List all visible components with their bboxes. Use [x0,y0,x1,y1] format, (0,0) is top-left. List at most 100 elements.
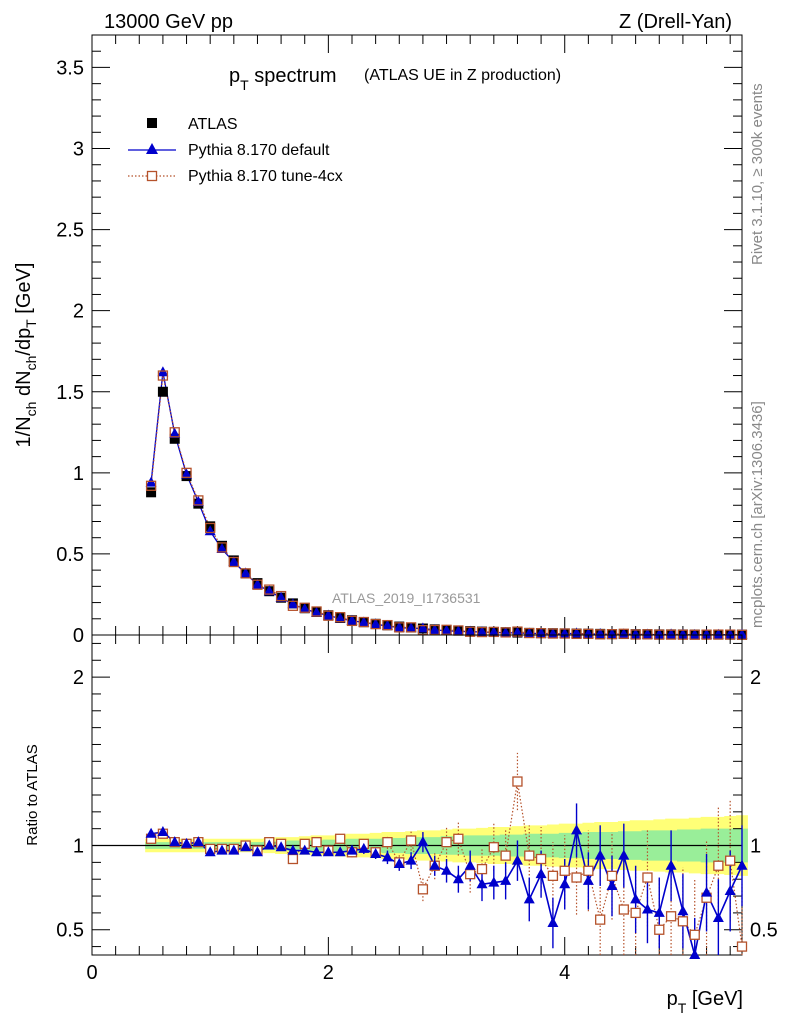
atlas-point [169,433,180,444]
default-point [606,628,618,639]
tune-point [429,624,440,636]
ratio-xtick-label: 2 [323,962,334,984]
ratio-default-point [240,841,252,852]
tune-point [323,610,334,621]
ratio-default-point [429,859,441,870]
ratio-ytick-label: 0.5 [56,920,84,942]
ratio-tune-point [654,924,665,935]
ratio-default-point [287,844,299,855]
ratio-default-point [322,846,334,857]
ratio-default-point [724,885,736,895]
default-point [417,622,429,633]
default-point [169,427,181,438]
default-point [405,622,417,633]
default-point [299,603,311,614]
ratio-default-point [417,836,429,847]
main-ytick-label: 0.5 [56,544,84,566]
main-ytick-label: 1 [73,463,84,485]
tune-point [642,629,653,640]
default-point [393,621,405,632]
ratio-default-point [630,893,642,904]
default-point [192,496,204,507]
ratio-tune-point [441,837,452,848]
ratio-ytick-label-right: 0.5 [750,920,778,942]
ratio-ytick-label-right: 1 [750,836,761,858]
default-point [334,612,346,623]
default-point [641,628,653,639]
ratio-default-point [441,864,453,875]
ratio-default-point [311,846,323,857]
ratio-default-point [677,905,689,916]
ratio-default-point [582,874,594,885]
default-point [322,609,334,620]
ratio-default-point [689,949,701,959]
ratio-tune-point [311,837,322,848]
default-point [712,628,724,639]
plot-title: pT spectrum [229,65,337,93]
main-ytick-label: 1.5 [56,382,84,404]
ratio-tune-point [547,870,559,881]
default-point [476,626,488,637]
ratio-default-point [452,873,464,884]
ratio-tune-point [736,941,748,952]
ratio-tune-point [725,855,736,866]
tune-point [252,579,263,590]
legend-atlas-marker [147,118,157,128]
tune-point [264,584,275,595]
tune-point [335,612,346,623]
ratio-default-point [216,844,228,855]
default-point [701,628,713,639]
ratio-ytick-label: 2 [73,667,84,689]
default-point [464,625,476,636]
ratio-default-point [571,824,583,835]
default-point [677,628,689,639]
default-point [582,628,594,639]
header-left-title: 13000 GeV pp [104,11,233,33]
ratio-tune-point [287,853,299,865]
tune-point [169,427,180,438]
ratio-default-point [653,906,665,917]
ratio-default-point [251,846,263,857]
default-point [358,616,370,627]
tune-point [240,568,251,579]
atlas-point [146,487,157,498]
tune-point [547,628,559,639]
ratio-xtick-label: 0 [86,962,97,984]
default-point [346,614,358,625]
legend-tune-label: Pythia 8.170 tune-4cx [188,168,343,185]
x-axis-label: pT [GeV] [667,988,743,1016]
default-point [287,598,299,609]
ratio-default-point [181,837,193,848]
tune-point [145,480,157,491]
default-point [181,468,193,479]
default-point [594,628,606,639]
plot-subtitle: (ATLAS UE in Z production) [364,67,561,84]
tune-point [275,590,287,602]
legend-default-label: Pythia 8.170 default [188,142,330,159]
ratio-default-point [665,859,677,870]
tune-point [500,627,511,638]
ratio-default-point [535,868,547,879]
default-point [216,543,228,554]
default-point [547,628,559,639]
main-plot-panel: 0 0.5 1 1.5 2 2.5 3 3.5 pT spectrum (ATLAS UE i… [13,34,748,647]
ratio-default-point [488,876,500,887]
legend-atlas-label: ATLAS [188,116,238,133]
analysis-label: ATLAS_2019_I1736531 [332,590,481,606]
main-ytick-label: 2 [73,301,84,323]
ratio-default-point [618,849,630,860]
header-right-title: Z (Drell-Yan) [619,11,732,33]
ratio-tune-point [559,865,570,876]
legend-default-marker [146,143,158,154]
tune-point [346,615,358,627]
tune-point [216,542,228,553]
ratio-default-point [334,846,346,857]
ratio-plot-panel: 0.5 0.5 1 1 2 2 0 2 4 Ratio to ATLAS [24,634,778,984]
default-point [736,628,748,639]
tune-point [394,622,405,633]
ratio-series-layer [145,752,748,959]
main-axis-ticks: 0 0.5 1 1.5 2 2.5 3 3.5 [56,35,742,647]
ratio-tune-point [417,884,429,895]
ratio-default-point [157,826,169,837]
ratio-tune-point [677,916,689,927]
